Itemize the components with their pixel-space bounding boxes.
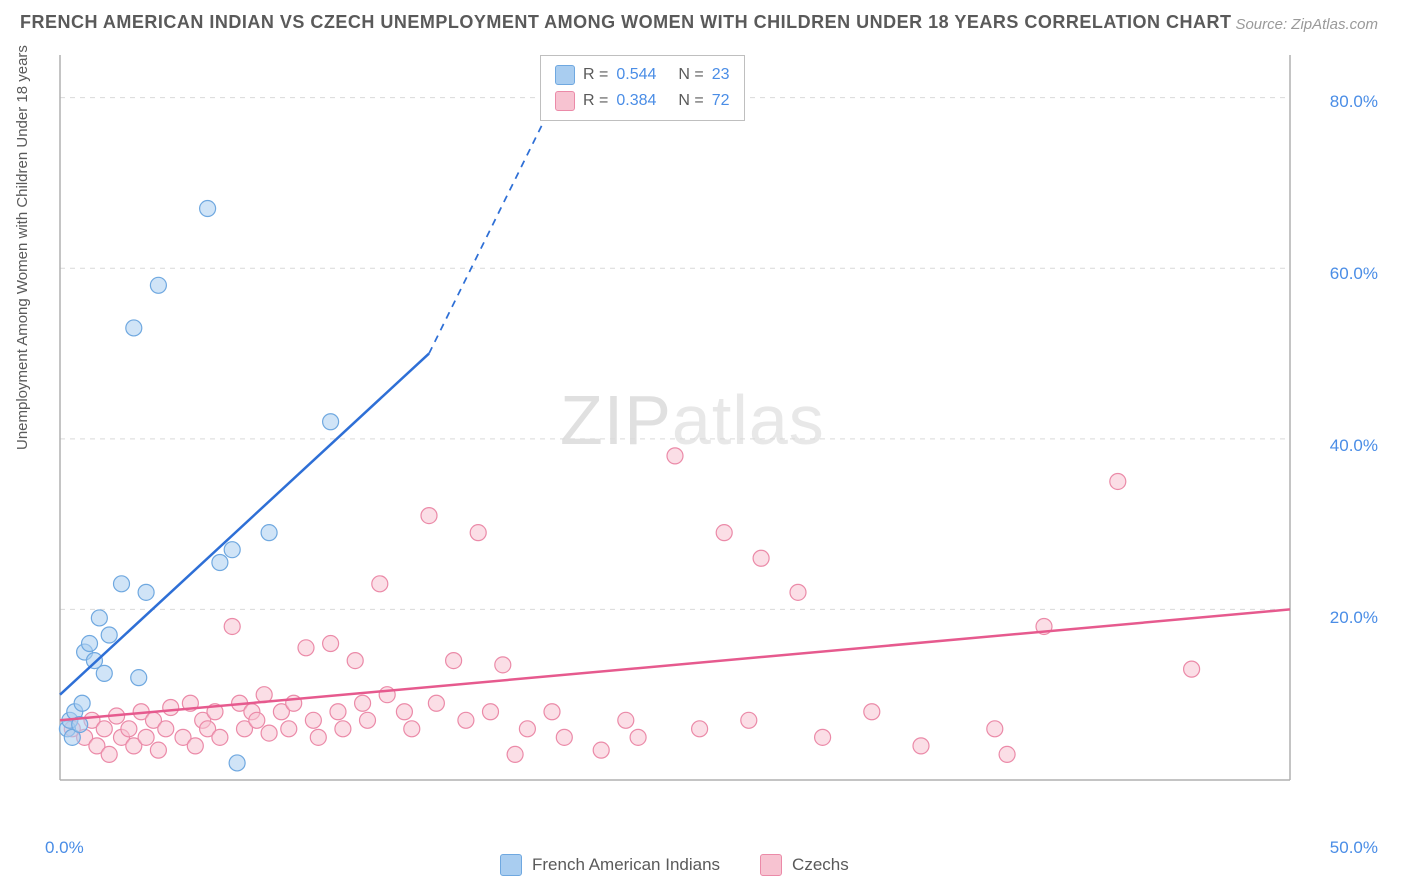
correlation-legend: R = 0.544 N = 23 R = 0.384 N = 72 (540, 55, 745, 121)
r-value-czech: 0.384 (616, 92, 656, 110)
chart-title: FRENCH AMERICAN INDIAN VS CZECH UNEMPLOY… (20, 12, 1232, 33)
legend-item-fai: French American Indians (500, 854, 720, 876)
n-label: N = (678, 92, 703, 110)
n-value-czech: 72 (712, 92, 730, 110)
x-tick-50: 50.0% (1330, 838, 1378, 858)
scatter-chart (55, 50, 1345, 820)
legend-label-fai: French American Indians (532, 855, 720, 875)
swatch-fai-icon (555, 65, 575, 85)
legend-label-czech: Czechs (792, 855, 849, 875)
swatch-fai-icon (500, 854, 522, 876)
legend-item-czech: Czechs (760, 854, 849, 876)
y-tick-40: 40.0% (1330, 436, 1378, 456)
swatch-czech-icon (760, 854, 782, 876)
n-value-fai: 23 (712, 66, 730, 84)
x-tick-0: 0.0% (45, 838, 84, 858)
r-label: R = (583, 92, 608, 110)
r-label: R = (583, 66, 608, 84)
chart-svg (55, 50, 1345, 820)
y-tick-20: 20.0% (1330, 608, 1378, 628)
y-tick-80: 80.0% (1330, 92, 1378, 112)
swatch-czech-icon (555, 91, 575, 111)
source-label: Source: ZipAtlas.com (1235, 16, 1378, 33)
series-legend: French American Indians Czechs (500, 854, 849, 876)
y-tick-60: 60.0% (1330, 264, 1378, 284)
n-label: N = (678, 66, 703, 84)
y-axis-label: Unemployment Among Women with Children U… (14, 45, 31, 450)
r-value-fai: 0.544 (616, 66, 656, 84)
correlation-row-czech: R = 0.384 N = 72 (555, 88, 730, 114)
correlation-row-fai: R = 0.544 N = 23 (555, 62, 730, 88)
